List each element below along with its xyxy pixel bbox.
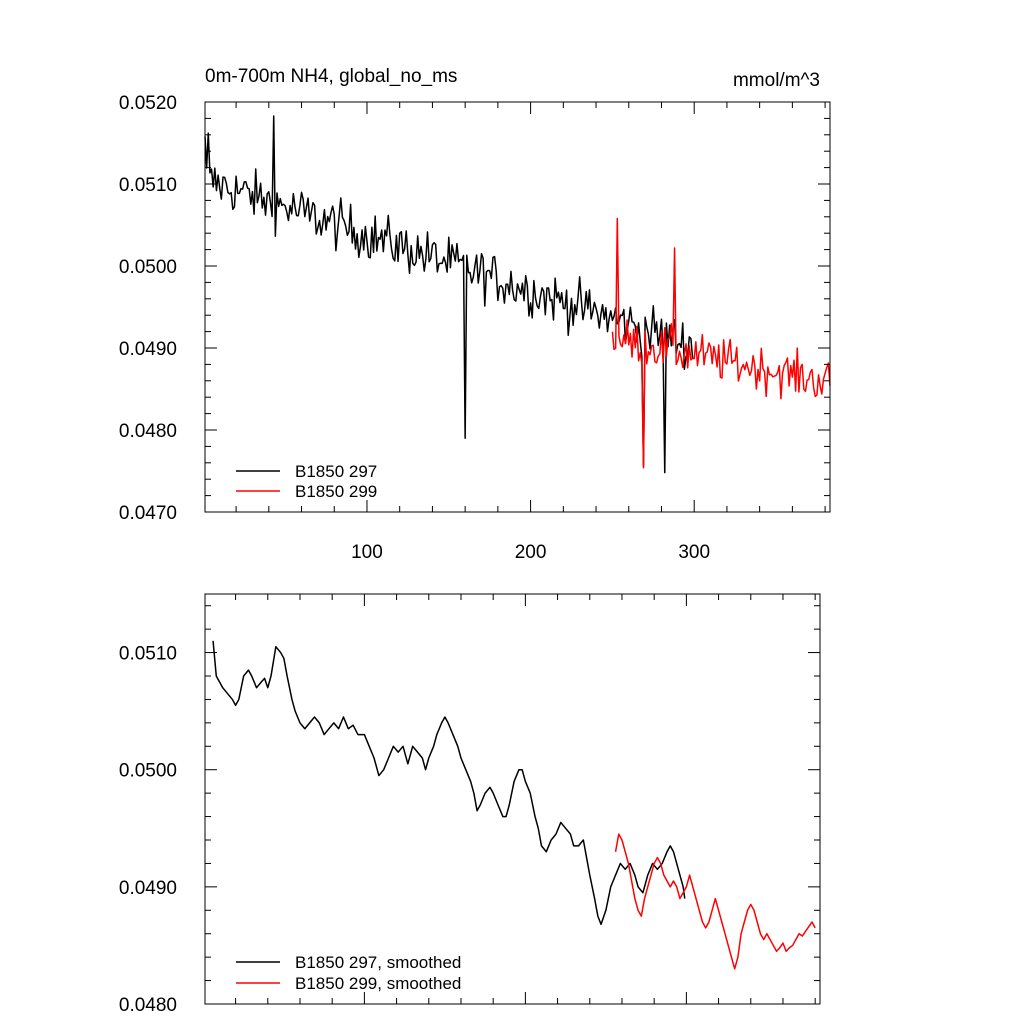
plot-frame — [204, 593, 821, 1005]
bottom-legend: B1850 297, smoothed B1850 299, smoothed — [236, 953, 461, 993]
y-tick-label: 0.0500 — [119, 761, 177, 782]
y-tick-label: 0.0490 — [119, 878, 177, 899]
legend-label-b1850-297-smoothed: B1850 297, smoothed — [295, 953, 461, 972]
series-line-b1850-297 — [204, 115, 694, 474]
series-line-b1850-299-smoothed — [614, 833, 816, 970]
series-line-b1850-297-smoothed — [212, 640, 686, 926]
y-tick-label: 0.0510 — [119, 175, 177, 196]
y-tick-label: 0.0490 — [119, 339, 177, 360]
x-tick-label: 300 — [678, 542, 710, 563]
y-tick-label: 0.0470 — [119, 503, 177, 524]
units-label: mmol/m^3 — [733, 70, 820, 91]
legend-label-b1850-299-smoothed: B1850 299, smoothed — [295, 974, 461, 993]
plot-frame — [204, 101, 831, 513]
y-tick-label: 0.0510 — [119, 644, 177, 665]
y-tick-label: 0.0520 — [119, 93, 177, 114]
chart-title: 0m-700m NH4, global_no_ms — [205, 66, 457, 87]
top-axes: 0.0470 0.0480 0.0490 0.0500 0.0510 0.0520 100 2… — [119, 93, 831, 563]
legend-label-b1850-299: B1850 299 — [295, 482, 377, 501]
x-tick-label: 100 — [351, 542, 383, 563]
bottom-series-group — [212, 640, 816, 970]
y-tick-label: 0.0480 — [119, 421, 177, 442]
bottom-panel: 0.0480 0.0490 0.0500 0.0510 B1850 297, smoo… — [119, 593, 821, 1016]
y-tick-label: 0.0500 — [119, 257, 177, 278]
series-line-b1850-299 — [611, 217, 831, 469]
x-tick-label: 200 — [515, 542, 547, 563]
legend-label-b1850-297: B1850 297 — [295, 462, 377, 481]
top-legend: B1850 297 B1850 299 — [236, 462, 377, 501]
top-panel: 0m-700m NH4, global_no_ms mmol/m^3 0.047… — [119, 66, 831, 563]
bottom-axes: 0.0480 0.0490 0.0500 0.0510 — [119, 593, 821, 1016]
top-series-group — [204, 115, 831, 474]
y-tick-label: 0.0480 — [119, 995, 177, 1016]
